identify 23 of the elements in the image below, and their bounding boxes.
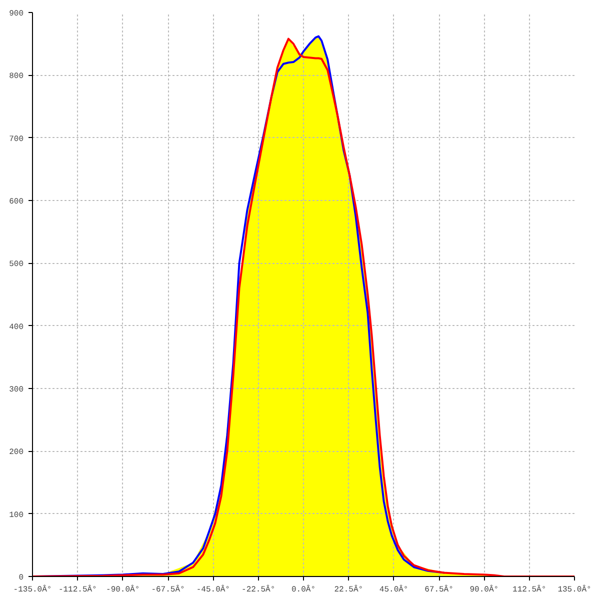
x-tick-label: 0.0Â°: [292, 584, 316, 594]
x-tick-label: -45.0Â°: [196, 584, 230, 594]
y-tick-label: 900: [9, 10, 24, 18]
x-tick-label: 45.0Â°: [379, 584, 408, 594]
x-tick-label: -67.5Â°: [151, 584, 185, 594]
y-tick-label: 0: [18, 574, 24, 582]
y-tick-label: 400: [9, 322, 24, 332]
x-tick-label: -112.5Â°: [58, 584, 97, 594]
x-tick-label: 90.0Â°: [470, 584, 499, 594]
x-tick-label: 112.5Â°: [512, 584, 546, 594]
x-tick-label: -90.0Â°: [106, 584, 140, 594]
y-tick-label: 800: [9, 72, 24, 82]
y-tick-label: 600: [9, 198, 24, 206]
y-tick-label: 100: [9, 510, 24, 520]
y-tick-label: 700: [9, 134, 24, 144]
x-tick-label: 135.0Â°: [558, 584, 592, 594]
x-tick-label: 67.5Â°: [424, 584, 454, 594]
y-tick-label: 300: [9, 386, 24, 394]
y-tick-label: 500: [9, 260, 24, 270]
x-tick-label: -22.5Â°: [242, 584, 276, 594]
x-tick-label: 22.5Â°: [334, 584, 364, 594]
y-tick-label: 200: [9, 448, 24, 458]
x-tick-label: -135.0Â°: [13, 584, 52, 594]
